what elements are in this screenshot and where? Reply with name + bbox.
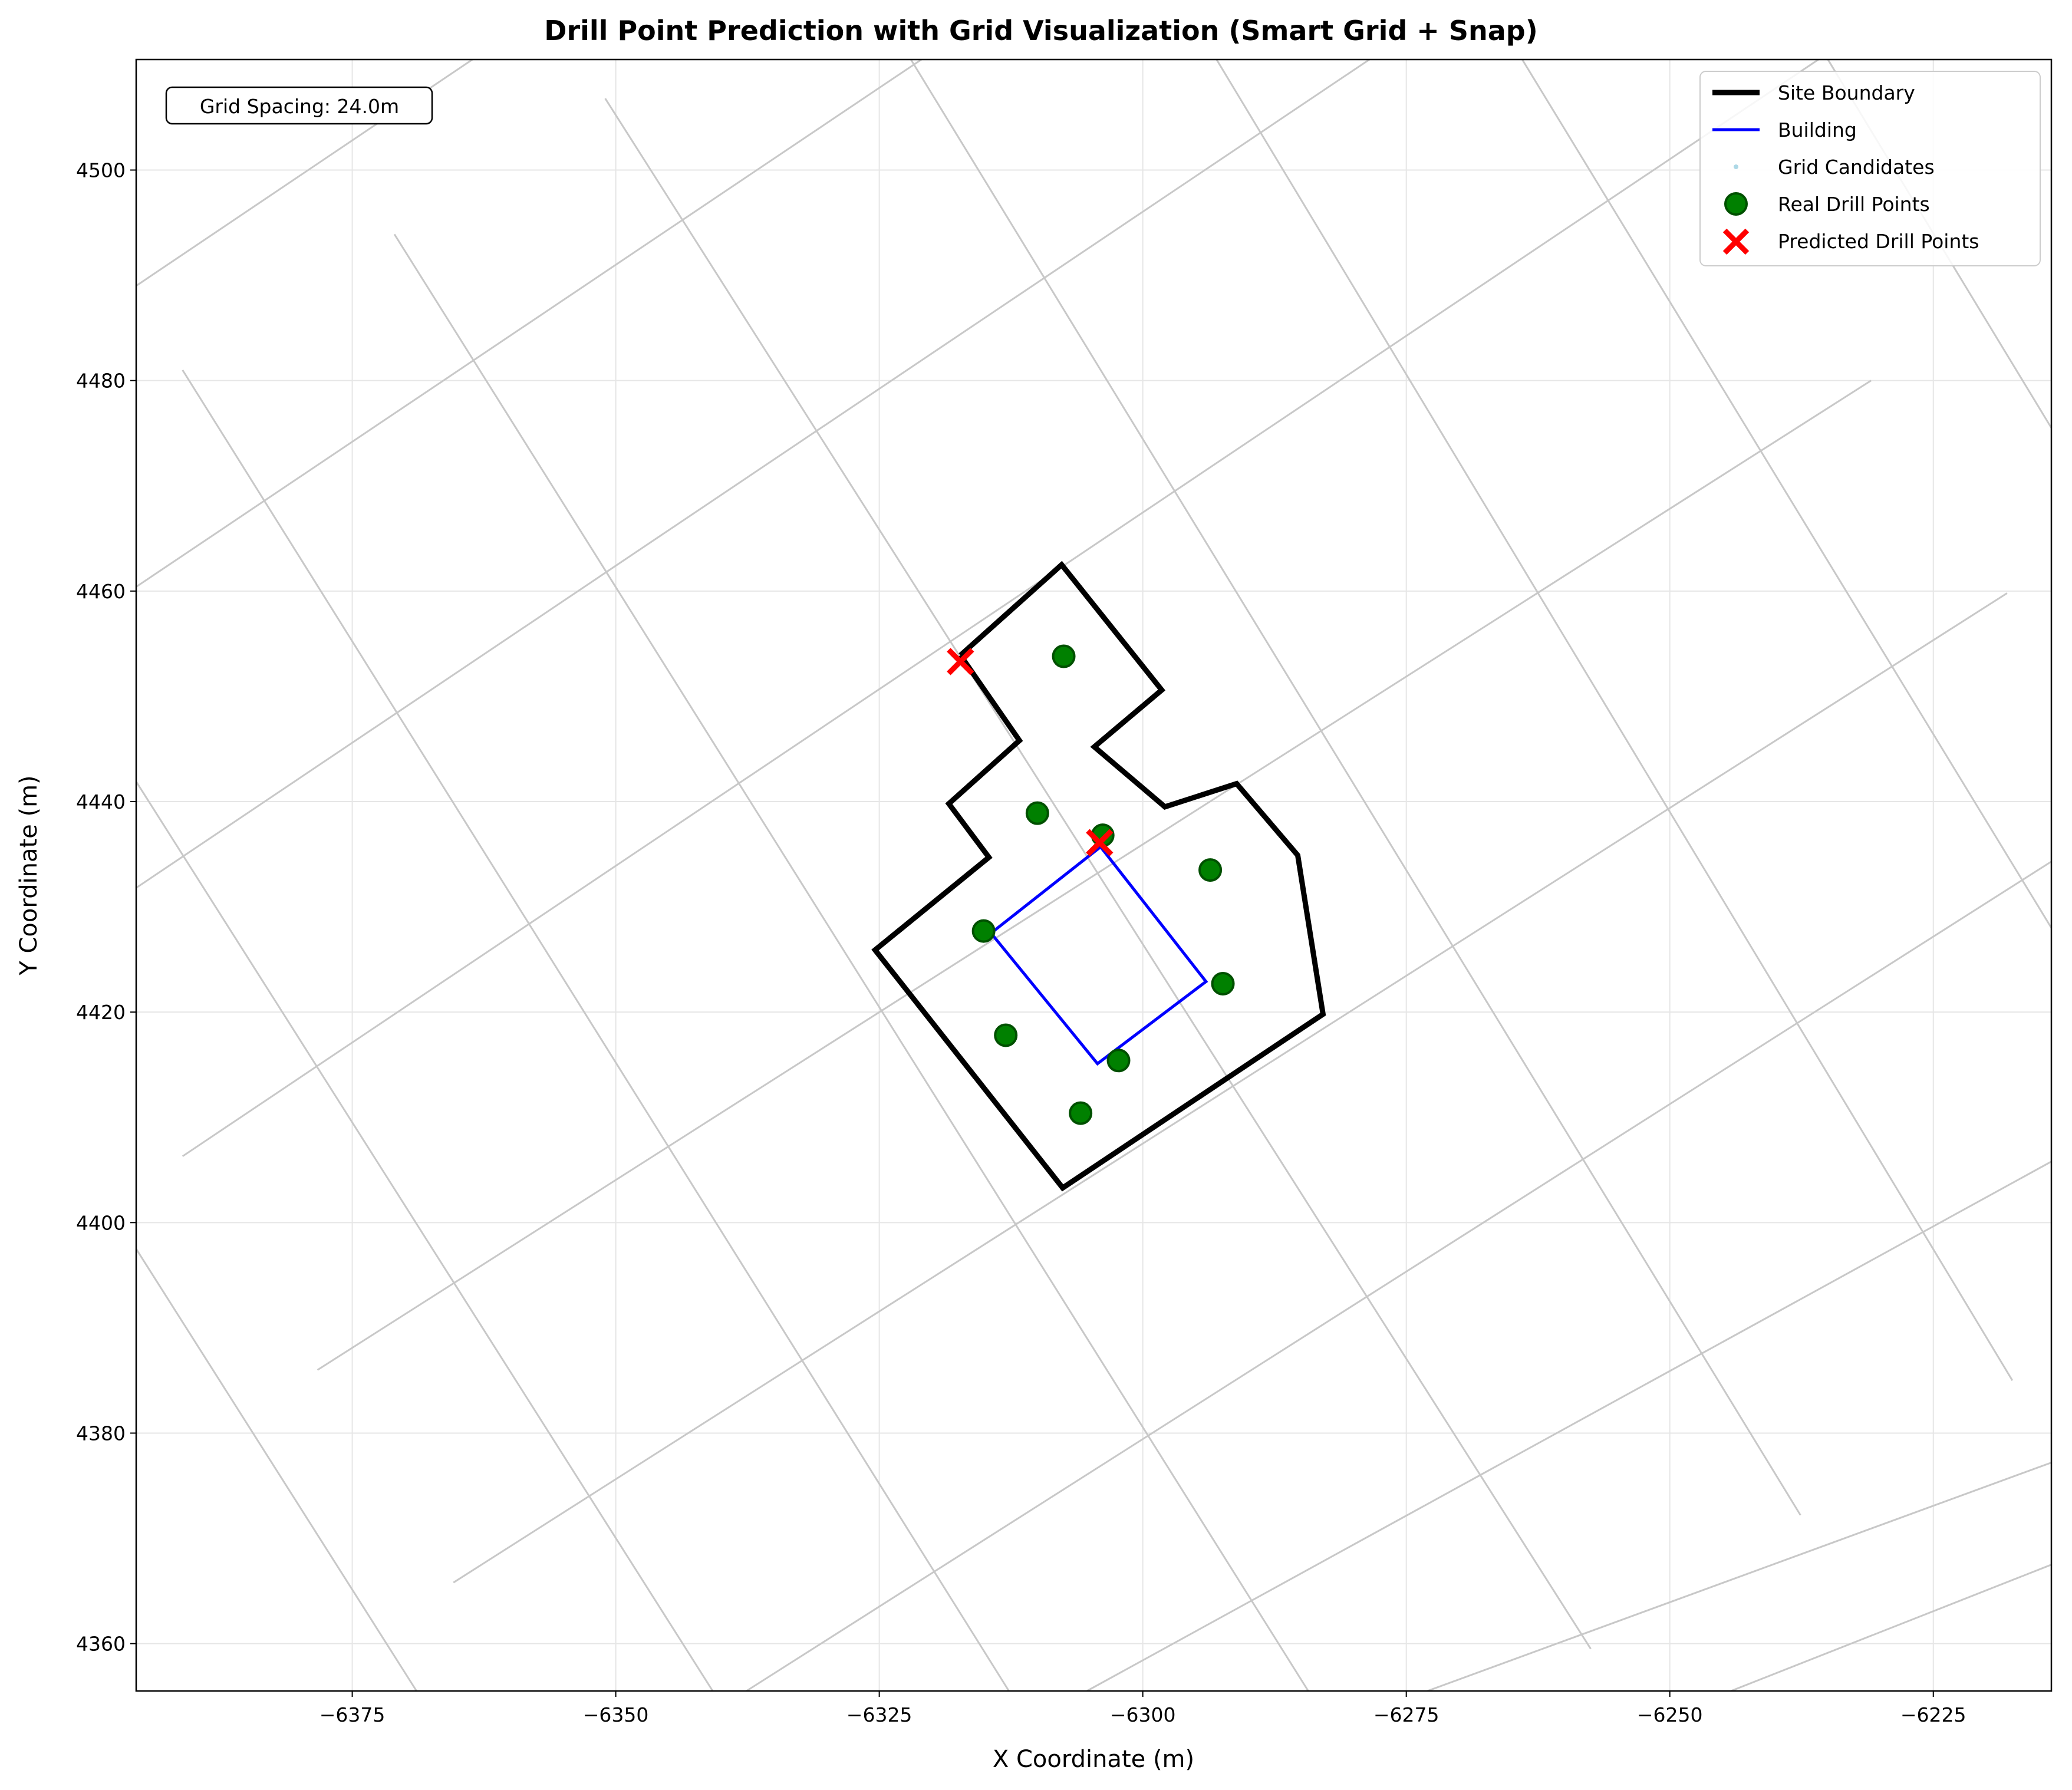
grid-candidate-line: [1521, 60, 2051, 929]
grid-candidate-line: [317, 380, 1872, 1371]
grid-candidate-line: [1427, 1462, 2051, 1691]
legend-swatch-grid-candidates: [1734, 164, 1738, 169]
y-axis-ticks: 4360 4380 4400 4420 4440 4460 4480 4500: [76, 159, 136, 1656]
predicted-drill-point: [947, 648, 974, 675]
grid-candidate-line: [136, 60, 922, 588]
x-axis-label: X Coordinate (m): [993, 1746, 1194, 1773]
x-tick-label: −6325: [846, 1703, 913, 1726]
grid-candidate-line: [1086, 1161, 2051, 1691]
y-tick-label: 4380: [76, 1422, 126, 1445]
drill-points: [947, 644, 1235, 1125]
legend-label-building: Building: [1778, 118, 1857, 141]
y-tick-label: 4440: [76, 790, 126, 813]
grid-candidate-line: [136, 781, 714, 1691]
grid-candidate-line: [182, 60, 1819, 1158]
plot-area: [136, 60, 2051, 1691]
chart-title: Drill Point Prediction with Grid Visuali…: [544, 15, 1537, 47]
real-drill-point: [1069, 1101, 1093, 1125]
real-drill-point: [1106, 1049, 1131, 1073]
legend-label-site-boundary: Site Boundary: [1778, 81, 1915, 104]
real-drill-point: [1198, 858, 1223, 882]
x-axis-ticks: −6375 −6350 −6325 −6300 −6275 −6250 −6225: [319, 1691, 1966, 1726]
grid-candidate-line: [1215, 60, 2014, 1381]
real-drill-point: [1211, 971, 1235, 995]
y-tick-label: 4420: [76, 1001, 126, 1024]
legend-label-predicted-drill-points: Predicted Drill Points: [1778, 230, 1979, 253]
legend: Site Boundary Building Grid Candidates R…: [1699, 71, 2041, 266]
grid-candidate-line: [453, 592, 2008, 1584]
x-tick-label: −6225: [1900, 1703, 1966, 1726]
y-tick-label: 4360: [76, 1633, 126, 1656]
plot-frame: [135, 58, 2053, 1692]
legend-swatch-real-drill-points: [1724, 192, 1748, 216]
predicted-drill-point: [1086, 829, 1114, 856]
real-drill-point: [971, 919, 996, 943]
building-outline: [990, 845, 1208, 1066]
real-drill-point: [1052, 644, 1076, 668]
grid-spacing-annotation: Grid Spacing: 24.0m: [165, 86, 433, 125]
grid-candidate-line: [746, 861, 2051, 1691]
x-tick-label: −6350: [583, 1703, 649, 1726]
real-drill-point: [1025, 801, 1049, 825]
grid-candidate-line: [182, 370, 1010, 1691]
grid-candidate-line: [393, 233, 1309, 1691]
site-boundary-outline: [871, 561, 1326, 1192]
x-tick-label: −6250: [1637, 1703, 1703, 1726]
x-tick-label: −6275: [1373, 1703, 1439, 1726]
grid-candidate-line: [136, 1248, 417, 1691]
grid-candidate-line: [1730, 1564, 2051, 1691]
legend-box: [1699, 71, 2041, 266]
legend-swatch-predicted-drill-points: [1722, 228, 1750, 255]
x-tick-label: −6300: [1110, 1703, 1176, 1726]
grid-candidate-line: [136, 60, 1370, 889]
y-tick-label: 4480: [76, 370, 126, 393]
legend-label-grid-candidates: Grid Candidates: [1778, 156, 1935, 179]
y-tick-label: 4400: [76, 1211, 126, 1234]
grid-spacing-text: Grid Spacing: 24.0m: [200, 95, 399, 118]
y-axis-label: Y Coordinate (m): [15, 775, 42, 975]
site-shapes: [871, 561, 1326, 1192]
y-tick-label: 4500: [76, 159, 126, 182]
real-drill-point: [994, 1023, 1018, 1047]
background-gridlines: [136, 60, 2051, 1691]
grid-candidate-line: [910, 60, 1801, 1516]
x-tick-label: −6375: [319, 1703, 386, 1726]
grid-candidate-lines: [136, 60, 2051, 1691]
y-tick-label: 4460: [76, 580, 126, 603]
grid-candidate-line: [604, 98, 1592, 1650]
legend-label-real-drill-points: Real Drill Points: [1778, 193, 1930, 216]
